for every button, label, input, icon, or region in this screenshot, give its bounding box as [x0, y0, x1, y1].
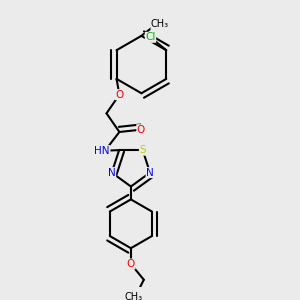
- Text: CH₃: CH₃: [151, 20, 169, 29]
- Text: O: O: [127, 259, 135, 269]
- Text: S: S: [140, 145, 146, 155]
- Text: N: N: [146, 168, 154, 178]
- Text: Cl: Cl: [145, 32, 156, 42]
- Text: HN: HN: [94, 146, 110, 156]
- Text: CH₃: CH₃: [125, 292, 143, 300]
- Text: N: N: [108, 168, 116, 178]
- Text: O: O: [115, 90, 124, 100]
- Text: O: O: [137, 125, 145, 135]
